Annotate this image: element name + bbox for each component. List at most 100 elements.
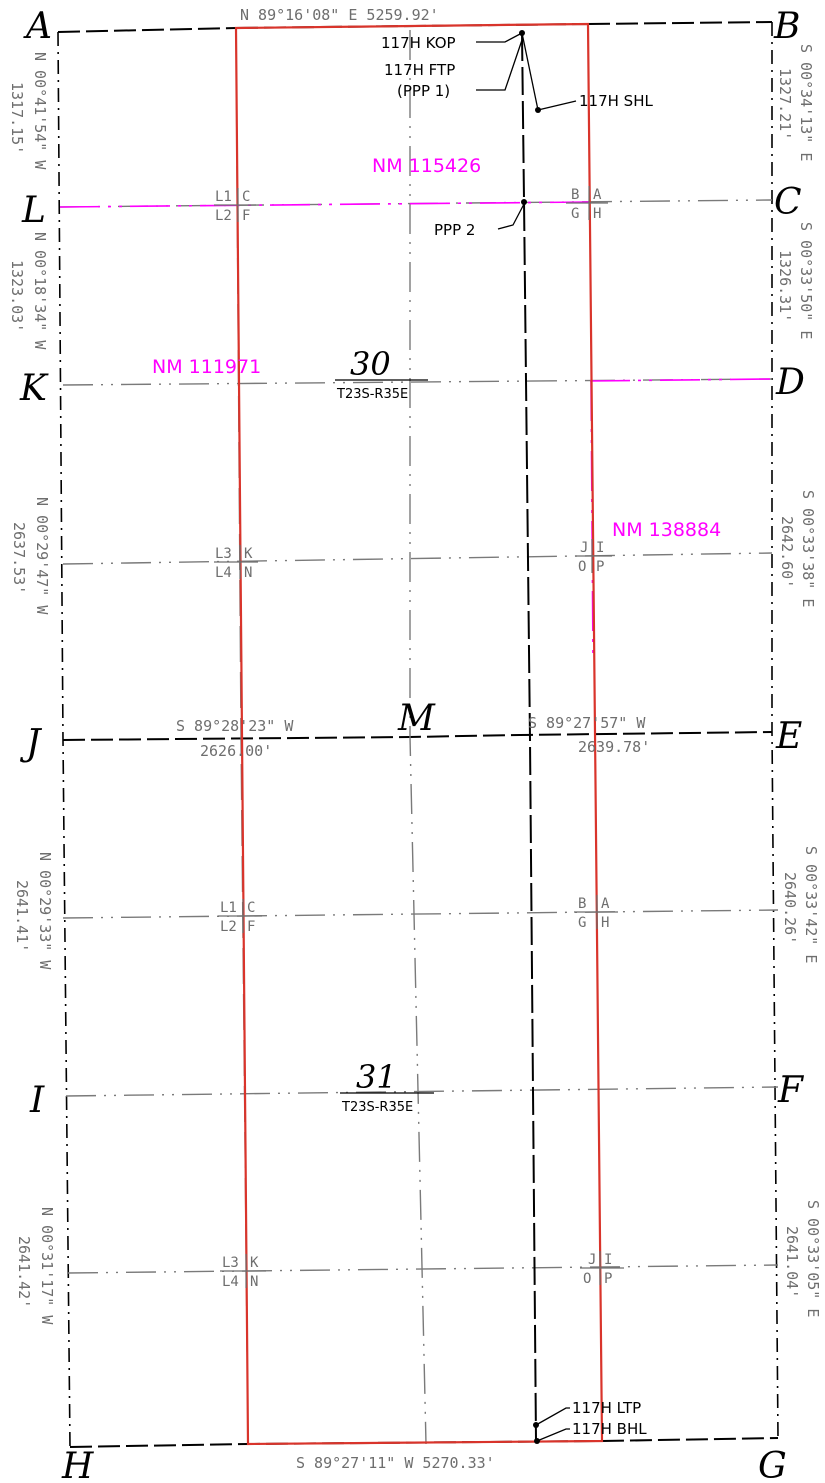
- lease-line-east: [589, 378, 773, 382]
- section-labels: 30 T23S-R35E 31 T23S-R35E: [335, 345, 434, 1115]
- horizontal-bearings: N 89°16'08" E 5259.92' S 89°27'11" W 527…: [176, 6, 650, 1472]
- lot-label: P: [604, 1271, 612, 1287]
- west-bearing-1: N 00°41'54" W: [31, 52, 49, 170]
- east-distance-1: 1327.21': [776, 68, 794, 140]
- corner-f: F: [777, 1070, 805, 1111]
- lease-labels: NM 115426 NM 111971 NM 138884: [152, 155, 721, 541]
- east-line: [771, 22, 779, 1439]
- lot-label: L1: [220, 900, 237, 916]
- label-ppp1: (PPP 1): [397, 82, 450, 100]
- lot-label: I: [604, 1252, 612, 1268]
- lot-marker-1-right: B A G H: [566, 186, 608, 222]
- east-distance-4: 2640.26': [781, 872, 799, 944]
- west-line: [57, 31, 71, 1448]
- lot-label: N: [250, 1274, 258, 1290]
- lot-marker-4-right: J I O P: [580, 1251, 624, 1287]
- east-bearing-2: S 00°33'50" E: [797, 222, 815, 339]
- label-ftp: 117H FTP: [384, 61, 455, 79]
- lot-label: C: [247, 900, 255, 916]
- lot-label: O: [583, 1271, 591, 1287]
- lot-marker-3-left: L1 C L2 F: [218, 899, 262, 935]
- east-bearing-1: S 00°34'13" E: [797, 44, 815, 161]
- sixteenth-line-2: [62, 909, 779, 919]
- east-bearings: S 00°34'13" E 1327.21' S 00°33'50" E 132…: [776, 44, 822, 1317]
- north-line-east: [587, 21, 773, 25]
- corner-m: M: [397, 698, 436, 739]
- lease-nm-111971: NM 111971: [152, 356, 261, 378]
- west-distance-2: 1323.03': [8, 260, 26, 332]
- wellbore-lateral: [521, 32, 537, 1442]
- west-bearing-5: N 00°31'17" W: [38, 1207, 56, 1325]
- lot-label: L1: [215, 189, 232, 205]
- lease-lines: [59, 201, 773, 661]
- lot-label: B: [578, 896, 586, 912]
- lot-label: J: [580, 540, 588, 556]
- lot-label: L3: [215, 546, 232, 562]
- west-bearing-3: N 00°29'47" W: [33, 497, 51, 615]
- lot-label: L2: [215, 208, 232, 224]
- lease-line-vertical: [590, 380, 594, 661]
- corner-labels: A B C D E F G H I J K L M: [19, 6, 805, 1483]
- lot-label: P: [596, 559, 604, 575]
- section-line-j-e: [62, 731, 773, 741]
- wellbore-build-section: [521, 32, 539, 111]
- lot-label: J: [588, 1252, 596, 1268]
- section-31-township: T23S-R35E: [341, 1100, 413, 1115]
- lot-label: L4: [222, 1274, 239, 1290]
- label-ppp2: PPP 2: [434, 221, 475, 239]
- center-line-vertical: [409, 30, 427, 1445]
- lease-nm-115426: NM 115426: [372, 155, 481, 177]
- lot-label: N: [244, 565, 252, 581]
- corner-e: E: [775, 716, 802, 757]
- kop-leader: [476, 32, 523, 43]
- west-distance-3: 2637.53': [10, 522, 28, 594]
- lot-marker-2-left: L3 K L4 N: [214, 545, 258, 581]
- ltp-leader: [535, 1407, 570, 1426]
- corner-c: C: [774, 182, 802, 223]
- sixteenth-line-1: [62, 552, 773, 565]
- lease-line-north: [59, 201, 591, 208]
- lot-marker-2-right: J I O P: [575, 539, 612, 575]
- label-ltp: 117H LTP: [572, 1399, 641, 1417]
- lot-marker-4-left: L3 K L4 N: [220, 1254, 266, 1290]
- lot-label: H: [593, 206, 601, 222]
- shl-leader: [537, 100, 577, 111]
- lot-label: L3: [222, 1255, 239, 1271]
- mid-east-distance: 2639.78': [578, 738, 650, 756]
- east-distance-3: 2642.60': [778, 516, 796, 588]
- lot-label: K: [244, 546, 253, 562]
- label-kop: 117H KOP: [381, 34, 456, 52]
- south-line-bearing: S 89°27'11" W 5270.33': [296, 1454, 495, 1472]
- lot-label: G: [578, 915, 586, 931]
- corner-d: D: [775, 362, 805, 403]
- ppp2-leader: [497, 203, 525, 230]
- mid-east-bearing: S 89°27'57" W: [528, 714, 646, 732]
- corner-l: L: [21, 190, 46, 231]
- label-bhl: 117H BHL: [572, 1420, 647, 1438]
- west-bearings: N 00°41'54" W 1317.15' N 00°18'34" W 132…: [8, 52, 56, 1325]
- west-distance-1: 1317.15': [8, 82, 26, 154]
- east-distance-2: 1326.31': [776, 250, 794, 322]
- east-bearing-5: S 00°33'05" E: [804, 1200, 822, 1317]
- lot-label: F: [247, 919, 255, 935]
- corner-i: I: [29, 1080, 45, 1121]
- lot-label: L4: [215, 565, 232, 581]
- lot-label: A: [601, 896, 610, 912]
- corner-h: H: [61, 1446, 94, 1483]
- north-line-bearing: N 89°16'08" E 5259.92': [240, 6, 439, 24]
- corner-k: K: [19, 368, 49, 409]
- bhl-leader: [536, 1428, 570, 1442]
- section-number-31: 31: [356, 1058, 397, 1096]
- west-distance-4: 2641.41': [13, 880, 31, 952]
- east-bearing-3: S 00°33'38" E: [799, 490, 817, 607]
- west-distance-5: 2641.42': [15, 1236, 33, 1308]
- quarter-line-k-d: [62, 378, 773, 386]
- lot-marker-1-left: L1 C L2 F: [214, 188, 256, 224]
- ftp-leader: [476, 39, 523, 91]
- corner-a: A: [23, 6, 52, 47]
- lot-label: K: [250, 1255, 259, 1271]
- lot-label: L2: [220, 919, 237, 935]
- lot-marker-3-right: B A G H: [574, 895, 618, 931]
- section-30-township: T23S-R35E: [336, 387, 408, 402]
